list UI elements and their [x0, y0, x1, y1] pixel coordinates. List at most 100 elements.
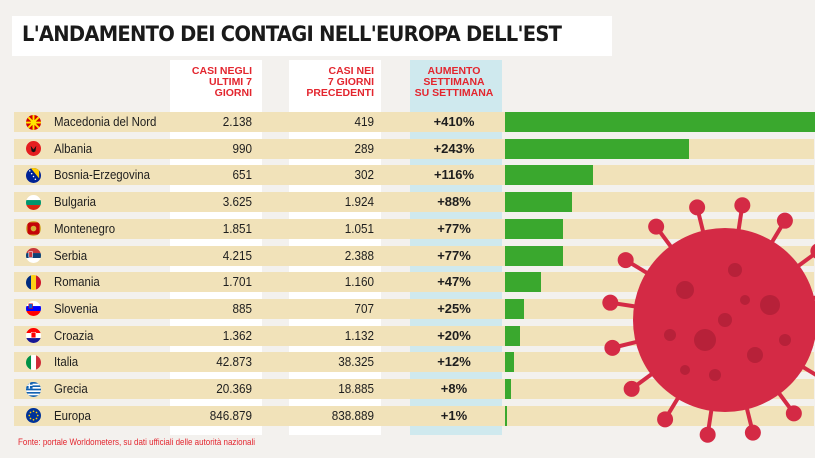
increase-bar — [505, 325, 521, 346]
last7-value: 1.851 — [222, 220, 252, 236]
prev7-value: 38.325 — [338, 354, 374, 370]
virus-spike-tip — [744, 424, 761, 441]
country-name: Italia — [54, 354, 79, 370]
table-row — [14, 272, 814, 293]
prev7-value: 419 — [354, 114, 374, 129]
virus-spot — [718, 313, 732, 327]
header-prev7-line: CASI NEI — [328, 65, 374, 77]
prev7-value: 838.889 — [331, 407, 374, 423]
header-prev7-line: PRECEDENTI — [306, 87, 374, 99]
last7-value: 2.138 — [222, 114, 252, 129]
chart-title: L'ANDAMENTO DEI CONTAGI NELL'EUROPA DELL… — [22, 22, 562, 46]
increase-bar — [505, 298, 524, 319]
virus-spike-tip — [699, 426, 716, 443]
last7-value: 42.873 — [216, 354, 252, 370]
increase-bar — [505, 165, 593, 186]
table-row — [14, 245, 814, 266]
header-last7-line: GIORNI — [214, 87, 252, 99]
prev7-value: 1.160 — [344, 274, 374, 290]
virus-spot — [664, 329, 676, 341]
virus-spot — [779, 334, 791, 346]
increase-value: +410% — [433, 114, 475, 129]
prev7-value: 302 — [354, 167, 374, 183]
table-row — [14, 192, 814, 213]
header-increase-line: SETTIMANA — [423, 76, 485, 88]
country-name: Bosnia-Erzegovina — [54, 167, 151, 183]
last7-value: 4.215 — [222, 247, 252, 263]
virus-spike-tip — [810, 243, 815, 259]
virus-graphic — [602, 197, 815, 443]
country-name: Bulgaria — [54, 194, 96, 210]
increase-bar — [505, 245, 564, 266]
virus-spike-tip — [657, 411, 674, 428]
eu-flag-icon — [26, 408, 41, 424]
table-row — [14, 405, 814, 426]
country-name: Serbia — [54, 247, 88, 263]
virus-spike-tip — [648, 218, 665, 235]
italy-flag-icon — [26, 354, 41, 370]
last7-value: 846.879 — [209, 407, 252, 423]
title-box — [12, 16, 612, 56]
serbia-flag-icon — [26, 248, 41, 263]
virus-spot — [676, 281, 694, 299]
increase-value: +25% — [437, 300, 471, 316]
prev7-value: 707 — [354, 300, 374, 316]
increase-bar — [505, 272, 541, 293]
increase-bar — [505, 138, 689, 159]
romania-flag-icon — [26, 274, 41, 290]
header-last7: CASI NEGLI ULTIMI 7 GIORNI — [160, 66, 252, 99]
virus-spike-tip — [623, 380, 640, 397]
virus-spike-tip — [617, 252, 634, 269]
table-row — [14, 218, 814, 239]
prev7-value: 18.885 — [338, 381, 374, 396]
virus-spike-tip — [602, 294, 619, 311]
virus-spot — [740, 295, 750, 305]
virus-spot — [694, 329, 716, 351]
header-increase: AUMENTO SETTIMANA SU SETTIMANA — [413, 66, 495, 99]
country-name: Romania — [54, 274, 100, 290]
table-row — [14, 165, 814, 186]
virus-spot — [760, 295, 780, 315]
increase-value: +116% — [433, 167, 475, 183]
increase-bar — [505, 112, 815, 132]
header-increase-line: AUMENTO — [427, 65, 481, 77]
virus-spot — [728, 263, 742, 277]
albania-flag-icon — [26, 141, 41, 157]
country-name: Macedonia del Nord — [54, 114, 157, 129]
north-macedonia-flag-icon — [26, 114, 41, 130]
country-name: Slovenia — [54, 300, 98, 316]
increase-value: +12% — [437, 354, 471, 370]
bosnia-flag-icon — [26, 167, 41, 183]
header-prev7: CASI NEI 7 GIORNI PRECEDENTI — [282, 66, 374, 99]
increase-value: +20% — [437, 327, 471, 343]
increase-value: +47% — [437, 274, 471, 290]
virus-spike-tip — [776, 212, 793, 229]
country-name: Croazia — [54, 327, 94, 343]
increase-value: +8% — [440, 381, 468, 396]
table-row — [14, 379, 814, 399]
country-name: Montenegro — [54, 220, 116, 236]
virus-spot — [680, 365, 690, 375]
increase-bar — [505, 352, 515, 373]
croatia-flag-icon — [26, 328, 41, 344]
last7-value: 1.701 — [222, 274, 252, 290]
last7-value: 651 — [232, 167, 252, 183]
country-name: Europa — [54, 407, 91, 423]
country-name: Albania — [54, 140, 93, 156]
virus-spike-tip — [604, 339, 621, 356]
increase-value: +77% — [437, 220, 471, 236]
virus-spot — [747, 347, 763, 363]
virus-spike-tip — [689, 199, 706, 216]
increase-value: +1% — [440, 407, 468, 423]
last7-value: 1.362 — [222, 327, 252, 343]
last7-value: 3.625 — [222, 194, 252, 210]
header-last7-line: ULTIMI 7 — [209, 76, 252, 88]
prev7-value: 1.132 — [344, 327, 374, 343]
header-last7-line: CASI NEGLI — [191, 65, 252, 77]
last7-value: 20.369 — [216, 381, 252, 396]
prev7-value: 1.051 — [344, 220, 374, 236]
slovenia-flag-icon — [26, 301, 41, 317]
prev7-value: 289 — [354, 140, 374, 156]
last7-value: 885 — [232, 300, 252, 316]
